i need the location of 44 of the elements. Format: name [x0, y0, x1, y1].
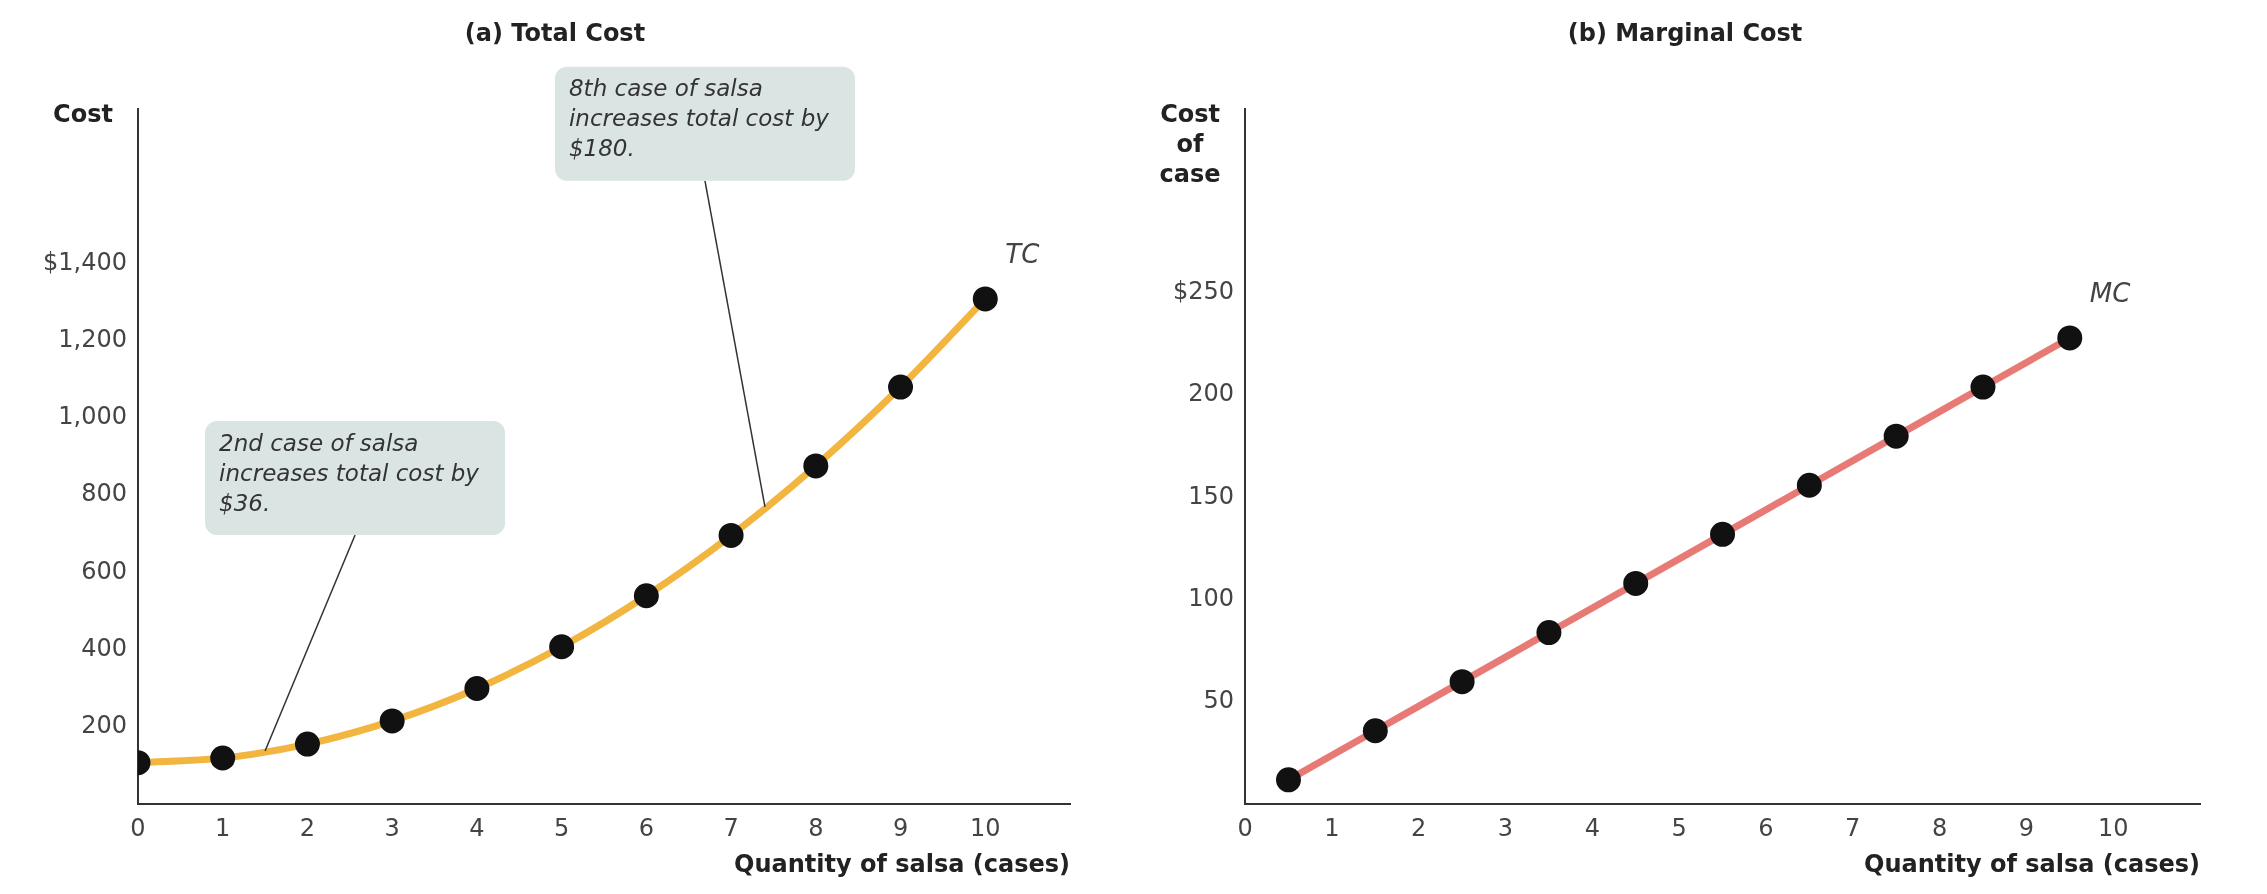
x-tick-label: 7 [1845, 814, 1861, 843]
series-label: MC [2089, 277, 2132, 308]
x-tick-label: 0 [130, 814, 146, 843]
chart-title: (a) Total Cost [464, 18, 646, 47]
x-axis-title: Quantity of salsa (cases) [1864, 849, 2200, 878]
y-tick-label: 400 [81, 634, 127, 663]
x-tick-label: 5 [1671, 814, 1687, 843]
x-tick-label: 9 [892, 814, 909, 843]
chart-title: (b) Marginal Cost [1567, 18, 1803, 47]
x-tick-label: 4 [469, 814, 485, 843]
x-tick-label: 2 [299, 814, 316, 843]
y-axis-title: Cost [53, 100, 113, 129]
annotation: 8th case of salsa increases total cost by $180. [568, 75, 830, 162]
y-tick-label: 800 [81, 479, 127, 508]
x-axis-title: Quantity of salsa (cases) [734, 849, 1070, 878]
y-tick-label: $250 [1173, 277, 1235, 306]
y-tick-label: $1,400 [42, 247, 127, 276]
y-tick-label: 1,200 [58, 324, 127, 353]
x-tick-label: 1 [215, 814, 231, 843]
y-axis-title: Cost of case [1159, 100, 1221, 189]
x-tick-label: 10 [2097, 814, 2129, 843]
y-tick-label: 600 [81, 556, 127, 585]
y-tick-label: 200 [1188, 379, 1235, 408]
x-tick-label: 3 [1497, 814, 1514, 843]
x-tick-label: 0 [1237, 814, 1253, 843]
x-tick-label: 3 [384, 814, 400, 843]
x-tick-label: 5 [553, 814, 570, 843]
y-tick-label: 1,000 [58, 402, 127, 431]
x-tick-label: 8 [808, 814, 824, 843]
y-tick-label: 200 [81, 711, 127, 740]
x-tick-label: 9 [2018, 814, 2035, 843]
y-tick-label: 150 [1188, 481, 1235, 510]
series-label: TC [1005, 238, 1041, 269]
x-tick-label: 7 [723, 814, 739, 843]
x-tick-label: 10 [970, 814, 1001, 843]
x-tick-label: 8 [1931, 814, 1948, 843]
y-tick-label: 50 [1203, 686, 1235, 715]
x-tick-label: 6 [1758, 814, 1774, 843]
x-tick-label: 4 [1584, 814, 1600, 843]
annotation: 2nd case of salsa increases total cost by $36. [219, 429, 480, 516]
y-tick-label: 100 [1188, 584, 1235, 613]
x-tick-label: 6 [638, 814, 654, 843]
x-tick-label: 1 [1324, 814, 1340, 843]
x-tick-label: 2 [1411, 814, 1427, 843]
